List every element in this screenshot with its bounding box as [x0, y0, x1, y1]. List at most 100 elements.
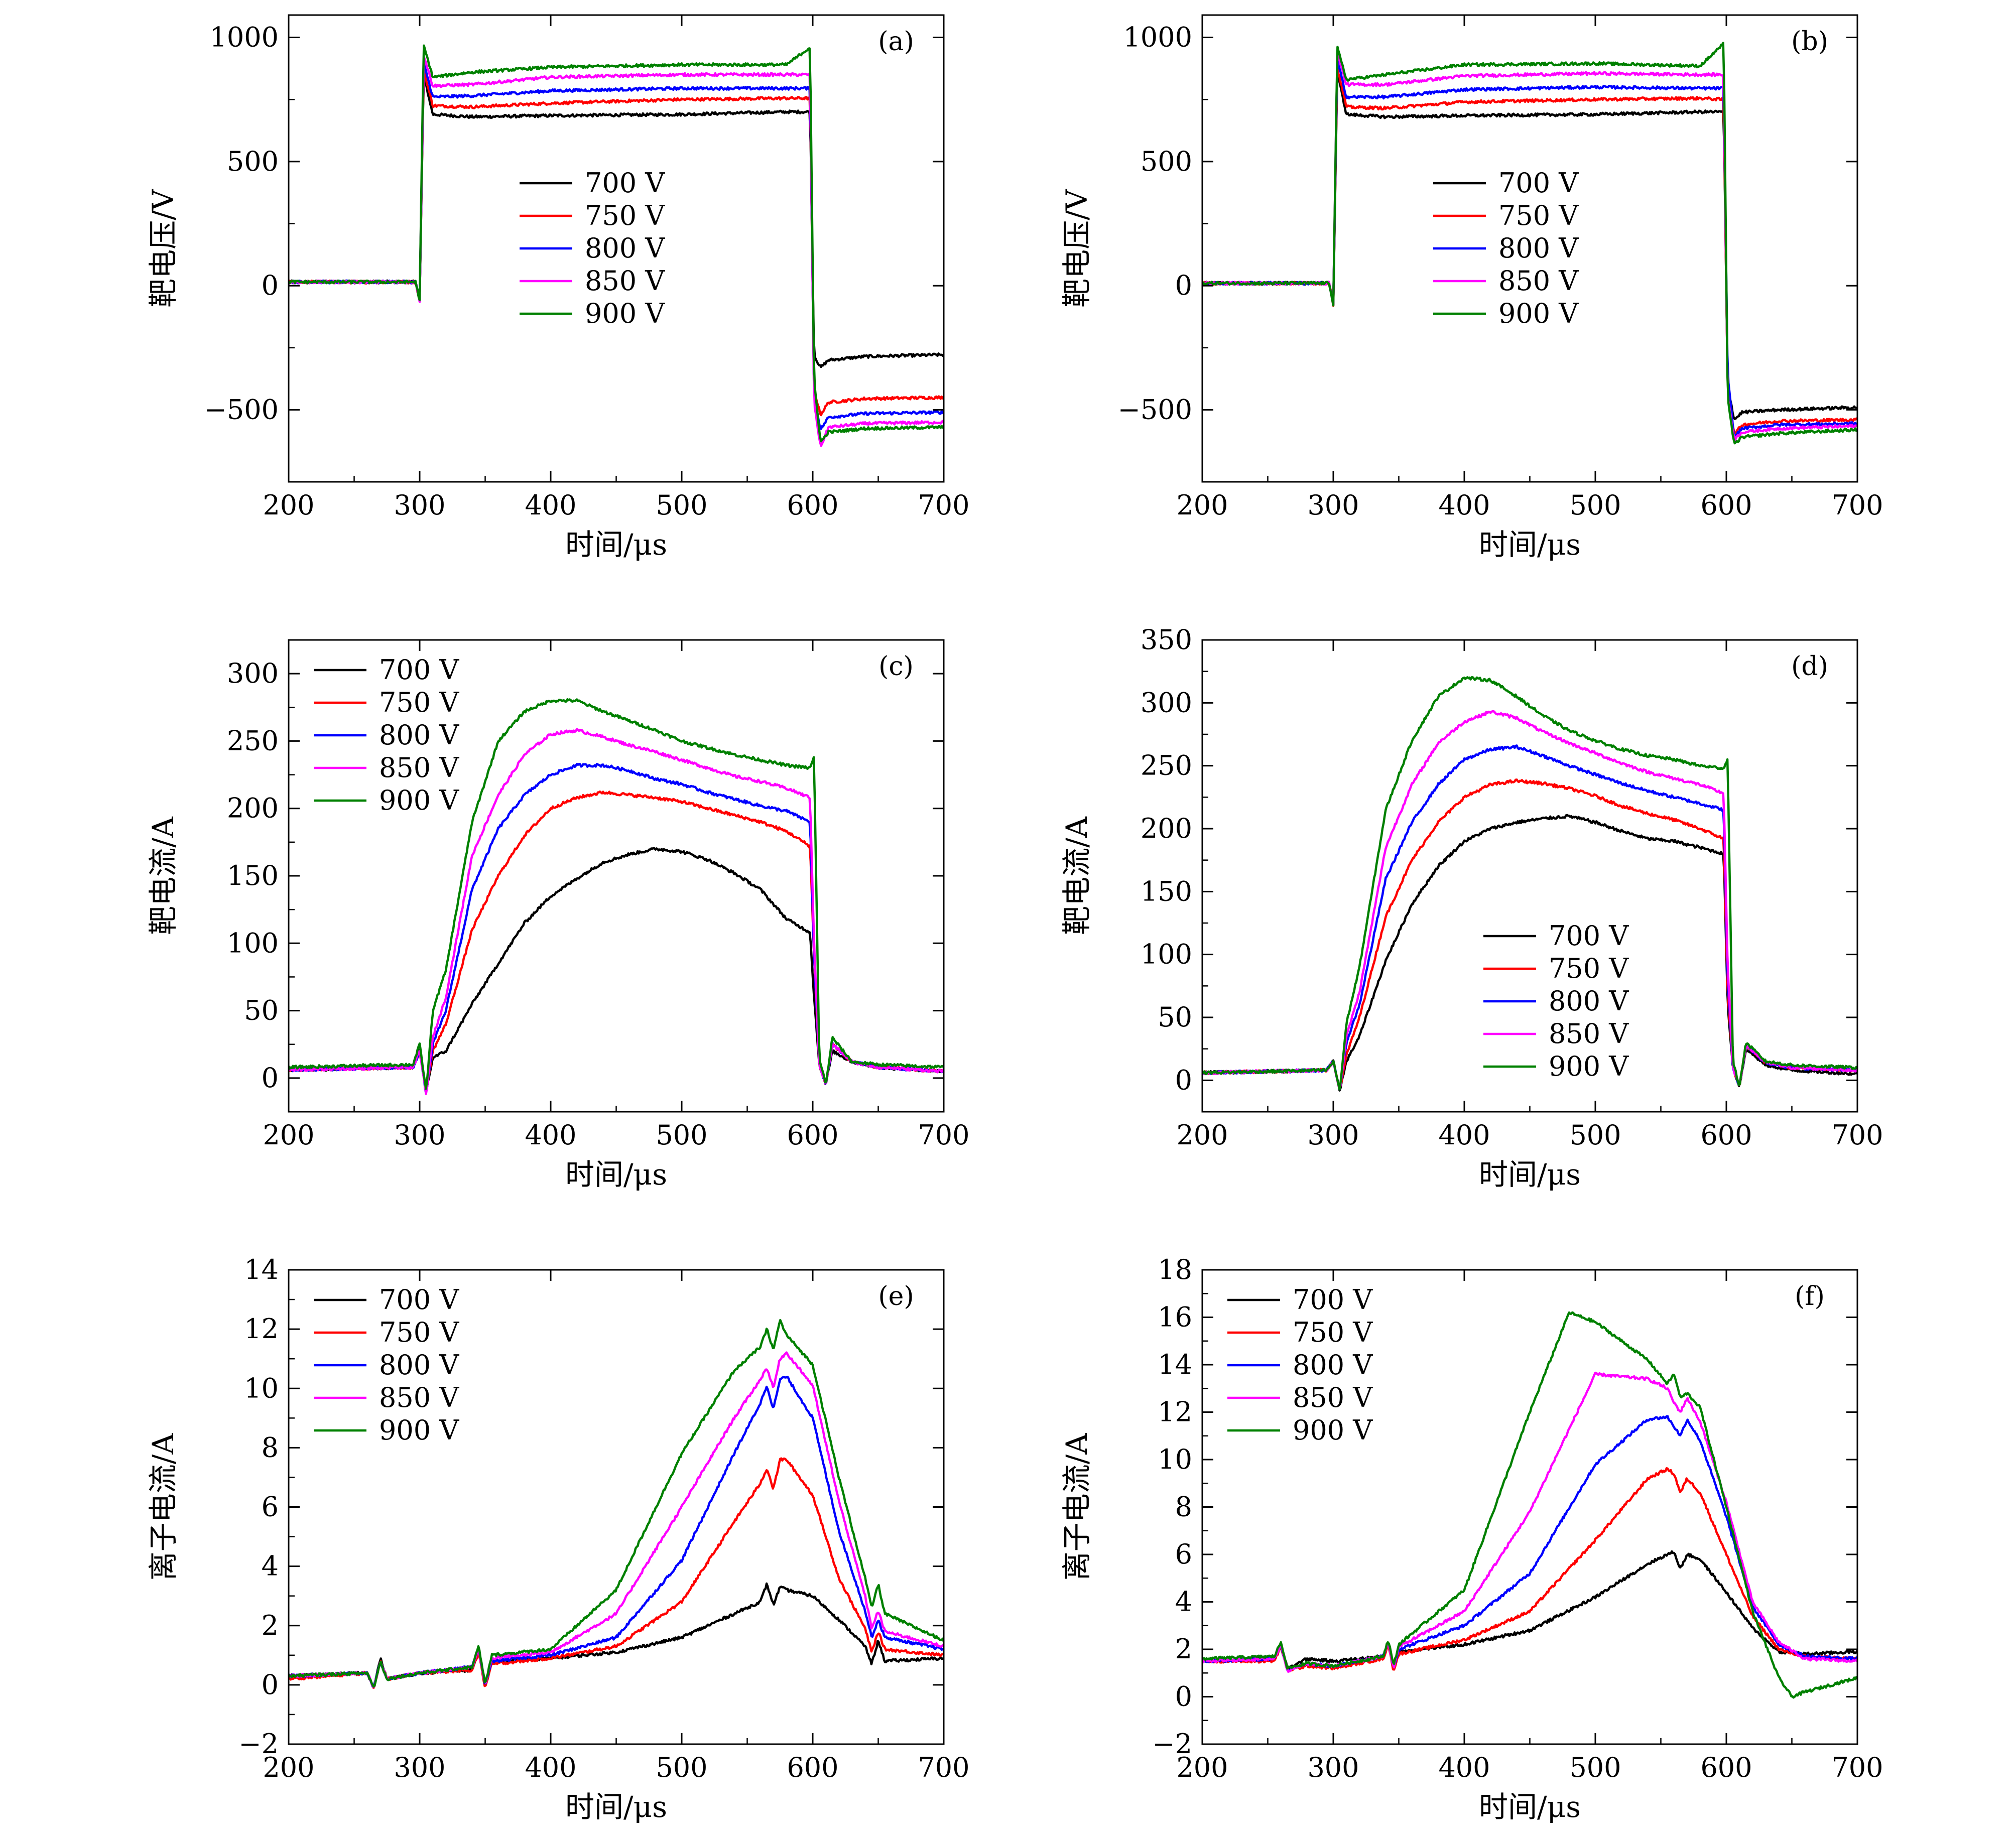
x-tick-label: 200: [1176, 1119, 1228, 1151]
series-line-850v: [289, 728, 944, 1095]
chart-panel-2: 200 300 400 500 600 700 −500 0 500 1000 时间/μs 靶电压/V…: [1060, 14, 1883, 562]
legend-label: 900 V: [1549, 1051, 1629, 1082]
series-line-700v: [1202, 1550, 1857, 1670]
legend-label: 800 V: [379, 1349, 459, 1381]
y-tick-label: 10: [1158, 1444, 1192, 1475]
x-tick-label: 700: [918, 1119, 969, 1151]
y-tick-label: 300: [1141, 687, 1192, 718]
y-tick-label: 0: [1175, 1681, 1192, 1713]
legend-label: 850 V: [379, 752, 459, 783]
y-tick-label: −2: [1152, 1728, 1192, 1760]
legend-label: 700 V: [585, 167, 665, 199]
x-tick-label: 200: [1176, 489, 1228, 521]
x-tick-label: 300: [394, 489, 445, 521]
series-line-850v: [1202, 710, 1857, 1090]
panel-label: (e): [878, 1281, 914, 1312]
legend-label: 750 V: [1498, 200, 1579, 231]
legend-label: 700 V: [379, 654, 459, 686]
chart-panel-4: 200 300 400 500 600 700 0 50 100 150 200 250 300 350 时…: [1060, 624, 1883, 1192]
y-axis-label: 靶电流/A: [146, 816, 180, 935]
x-tick-label: 600: [787, 1752, 838, 1783]
legend-label: 700 V: [1498, 167, 1579, 199]
legend-label: 850 V: [1549, 1018, 1629, 1050]
x-tick-label: 300: [394, 1752, 445, 1783]
x-tick-label: 200: [1176, 1752, 1228, 1783]
y-tick-label: 10: [244, 1372, 279, 1404]
x-tick-label: 500: [656, 1119, 707, 1151]
chart-panel-6: 200 300 400 500 600 700 −2 0 2 4 6 8 10 12 14 16 18 时间/μs…: [1060, 1254, 1883, 1824]
series-line-700v: [1202, 814, 1857, 1092]
legend-label: 800 V: [1549, 985, 1629, 1017]
x-tick-label: 200: [263, 489, 314, 521]
y-tick-label: 0: [1175, 1064, 1192, 1096]
x-tick-label: 300: [1307, 489, 1359, 521]
y-tick-label: 500: [1141, 146, 1192, 177]
x-tick-label: 300: [394, 1119, 445, 1151]
series-line-900v: [1202, 1311, 1857, 1699]
legend-label: 800 V: [1498, 232, 1579, 264]
y-tick-label: 14: [1158, 1349, 1192, 1380]
y-tick-label: 100: [227, 927, 279, 959]
x-axis-label: 时间/μs: [1479, 1157, 1581, 1192]
y-tick-label: −2: [238, 1728, 279, 1760]
legend-label: 700 V: [1293, 1284, 1373, 1316]
legend-label: 800 V: [585, 232, 665, 264]
series-line-900v: [1202, 676, 1857, 1091]
y-tick-label: 1000: [210, 22, 279, 53]
panel-label: (c): [878, 651, 914, 682]
legend-label: 750 V: [1549, 953, 1629, 984]
chart-panel-1: 200 300 400 500 600 700 −500 0 500 1000 时间/μs 靶电压/V…: [146, 14, 970, 562]
y-tick-label: 16: [1158, 1301, 1192, 1333]
x-tick-label: 500: [1569, 489, 1621, 521]
y-tick-label: 250: [227, 725, 279, 756]
legend-label: 700 V: [379, 1284, 459, 1316]
y-tick-label: 8: [1175, 1491, 1192, 1523]
x-tick-label: 600: [1700, 1752, 1752, 1783]
legend-label: 850 V: [1498, 265, 1579, 297]
y-axis-label: 靶电流/A: [1060, 816, 1094, 935]
y-tick-label: 0: [262, 270, 279, 301]
y-axis-label: 离子电流/A: [146, 1433, 180, 1581]
x-tick-label: 600: [1700, 1119, 1752, 1151]
y-tick-label: 2: [262, 1610, 279, 1641]
y-tick-label: 0: [1175, 270, 1192, 301]
x-axis-label: 时间/μs: [1479, 1790, 1581, 1824]
legend-label: 900 V: [1498, 298, 1579, 329]
y-tick-label: 50: [244, 995, 279, 1026]
y-tick-label: 300: [227, 658, 279, 689]
legend-label: 900 V: [379, 1414, 459, 1446]
y-tick-label: 4: [262, 1550, 279, 1582]
panel-label: (b): [1791, 27, 1828, 57]
legend-label: 800 V: [379, 719, 459, 751]
x-tick-label: 600: [787, 489, 838, 521]
legend-label: 750 V: [379, 1317, 459, 1348]
x-tick-label: 400: [1438, 489, 1490, 521]
panel-label: (d): [1791, 651, 1828, 682]
y-tick-label: 6: [1175, 1538, 1192, 1570]
series-line-900v: [289, 1319, 944, 1688]
y-axis-label: 靶电压/V: [146, 189, 180, 308]
x-tick-label: 200: [263, 1119, 314, 1151]
x-tick-label: 500: [656, 489, 707, 521]
y-tick-label: 0: [262, 1669, 279, 1700]
y-tick-label: 200: [227, 793, 279, 824]
legend-label: 750 V: [585, 200, 665, 231]
x-tick-label: 500: [1569, 1119, 1621, 1151]
y-tick-label: 1000: [1123, 22, 1192, 53]
x-tick-label: 400: [1438, 1119, 1490, 1151]
x-tick-label: 700: [1831, 489, 1883, 521]
y-tick-label: 150: [1141, 875, 1192, 907]
legend-label: 700 V: [1549, 920, 1629, 952]
y-tick-label: 100: [1141, 939, 1192, 970]
series-line-900v: [289, 44, 944, 443]
y-tick-label: 8: [262, 1431, 279, 1463]
x-tick-label: 600: [787, 1119, 838, 1151]
legend-label: 850 V: [379, 1382, 459, 1413]
plot-frame: [1201, 639, 1858, 1113]
y-tick-label: 4: [1175, 1586, 1192, 1618]
x-tick-label: 700: [918, 1752, 969, 1783]
